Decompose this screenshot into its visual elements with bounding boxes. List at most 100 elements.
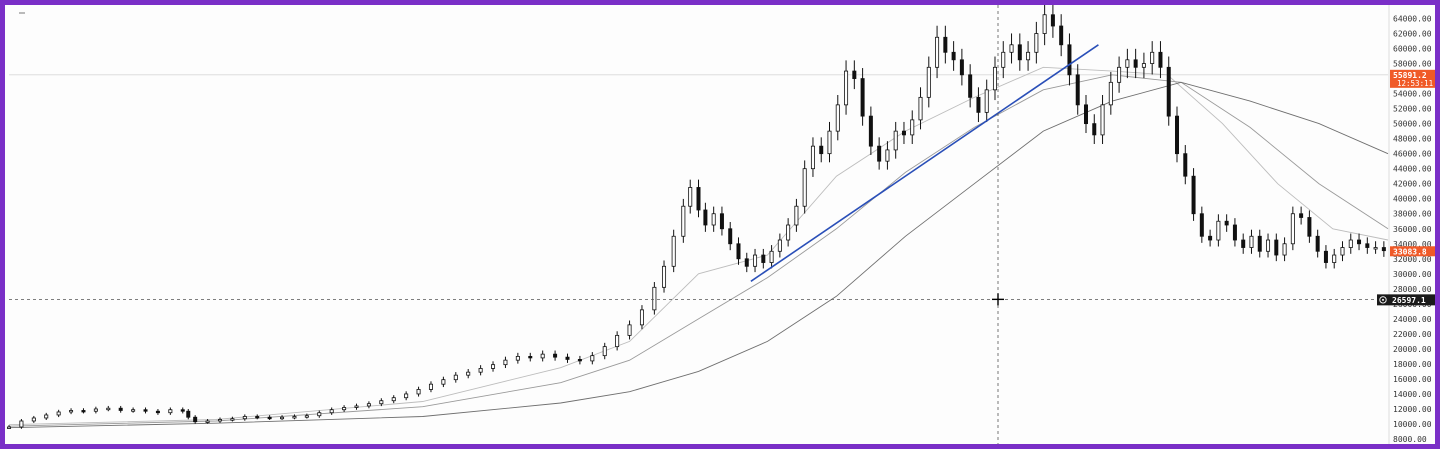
- candle-body: [1274, 239, 1279, 256]
- candle-body: [230, 418, 235, 421]
- y-tick-label: 12000.00: [1393, 405, 1432, 414]
- y-tick-label: 8000.00: [1393, 435, 1427, 444]
- y-tick-label: 22000.00: [1393, 330, 1432, 339]
- candle-body: [106, 407, 111, 411]
- price-tag-time: 12:53:11: [1397, 79, 1433, 88]
- candle-body: [901, 130, 906, 136]
- candle-body: [1017, 44, 1022, 61]
- candle-body: [852, 70, 857, 79]
- price-chart[interactable]: 64000.0062000.0060000.0058000.0056000.00…: [5, 2, 1435, 444]
- candle-body: [1365, 243, 1370, 248]
- candle-body: [1290, 213, 1295, 245]
- candle-body: [794, 205, 799, 226]
- candle-body: [590, 355, 595, 362]
- y-tick-label: 20000.00: [1393, 345, 1432, 354]
- y-tick-label: 36000.00: [1393, 225, 1432, 234]
- candle-body: [540, 353, 545, 359]
- cursor-price-tag: [1377, 294, 1435, 306]
- candle-body: [491, 364, 496, 369]
- candle-body: [1108, 81, 1113, 106]
- y-tick-label: 30000.00: [1393, 270, 1432, 279]
- candle-body: [1299, 213, 1304, 218]
- candle-body: [217, 419, 222, 422]
- candle-body: [719, 213, 724, 230]
- candle-body: [1191, 175, 1196, 215]
- candle-body: [935, 36, 940, 68]
- candle-body: [943, 36, 948, 53]
- candle-body: [868, 115, 873, 147]
- candle-body: [317, 412, 322, 417]
- candle-body: [827, 130, 832, 155]
- candle-body: [662, 265, 667, 288]
- candle-body: [1083, 104, 1088, 125]
- candle-body: [1323, 250, 1328, 263]
- candle-body: [292, 416, 297, 419]
- trendline[interactable]: [750, 44, 1099, 282]
- candle-body: [736, 243, 741, 260]
- candle-body: [7, 426, 12, 429]
- candle-body: [1158, 51, 1163, 68]
- y-tick-label: 54000.00: [1393, 90, 1432, 99]
- candle-body: [466, 371, 471, 376]
- candle-body: [1067, 44, 1072, 76]
- candle-body: [639, 309, 644, 326]
- candle-body: [528, 356, 533, 359]
- candle-body: [1232, 224, 1237, 241]
- candle-body: [1050, 14, 1055, 27]
- candle-body: [155, 410, 160, 414]
- y-tick-label: 28000.00: [1393, 285, 1432, 294]
- candle-body: [19, 420, 24, 428]
- candle-body: [515, 356, 520, 361]
- candle-body: [1257, 235, 1262, 252]
- candle-body: [959, 59, 964, 76]
- candle-body: [93, 408, 98, 412]
- candle-body: [56, 411, 61, 416]
- y-tick-label: 58000.00: [1393, 60, 1432, 69]
- candle-body: [1034, 33, 1039, 53]
- candle-body: [1075, 74, 1080, 106]
- candle-body: [577, 359, 582, 362]
- candle-body: [918, 96, 923, 121]
- candle-body: [968, 74, 973, 98]
- candle-body: [1282, 243, 1287, 256]
- candle-body: [205, 420, 210, 423]
- candle-body: [69, 410, 74, 413]
- y-tick-label: 52000.00: [1393, 105, 1432, 114]
- y-tick-label: 40000.00: [1393, 195, 1432, 204]
- candle-body: [44, 414, 49, 419]
- cursor-price-label: 26597.1: [1392, 296, 1426, 305]
- candle-body: [428, 383, 433, 390]
- candle-body: [860, 78, 865, 117]
- candle-body: [379, 400, 384, 405]
- price-tag: [1390, 69, 1435, 88]
- candle-body: [1117, 66, 1122, 83]
- candle-body: [835, 104, 840, 132]
- candle-body: [652, 286, 657, 311]
- candle-body: [280, 416, 285, 420]
- y-tick-label: 14000.00: [1393, 390, 1432, 399]
- candle-body: [1092, 123, 1097, 136]
- candle-body: [1241, 239, 1246, 248]
- target-icon[interactable]: [1379, 296, 1387, 304]
- candle-body: [1009, 44, 1014, 53]
- candle-body: [1183, 153, 1188, 177]
- candle-body: [728, 228, 733, 245]
- candle-body: [553, 353, 558, 358]
- candle-body: [761, 254, 766, 263]
- price-tag-label: 55891.2: [1393, 71, 1427, 80]
- candle-body: [1332, 254, 1337, 263]
- candle-body: [1199, 213, 1204, 237]
- candle-body: [143, 409, 148, 412]
- y-tick-label: 18000.00: [1393, 360, 1432, 369]
- y-tick-label: 50000.00: [1393, 120, 1432, 129]
- candle-body: [1166, 66, 1171, 117]
- candle-body: [976, 96, 981, 113]
- candle-body: [404, 393, 409, 399]
- candle-body: [1266, 239, 1271, 252]
- candle-body: [753, 254, 758, 267]
- candle-body: [951, 51, 956, 61]
- candle-body: [1216, 220, 1221, 241]
- y-tick-label: 10000.00: [1393, 420, 1432, 429]
- price-tag-label: 33083.8: [1393, 247, 1427, 256]
- candle-body: [329, 409, 334, 414]
